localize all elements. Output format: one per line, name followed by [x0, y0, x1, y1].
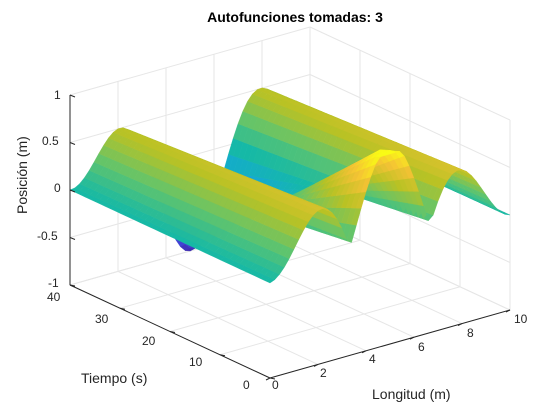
y-axis-label: Tiempo (s) [81, 370, 148, 386]
z-tick-mark [69, 237, 76, 240]
z-tick-mark [69, 284, 76, 288]
gridline-floor-y [169, 263, 411, 332]
z-tick-label-neg0.5: -0.5 [37, 229, 58, 243]
z-tick-mark [69, 189, 76, 193]
gridline-side-z [309, 74, 511, 168]
surface-mesh [69, 87, 511, 284]
x-axis-line [269, 309, 511, 379]
x-tick-label-6: 6 [418, 340, 425, 354]
y-tick-mark [219, 354, 226, 357]
z-tick-mark [69, 142, 76, 145]
gridline-side-z [309, 26, 511, 121]
gridline-floor-y [219, 286, 461, 356]
z-tick-label-1: 1 [54, 88, 61, 102]
z-tick-mark [69, 94, 76, 98]
chart-title: Autofunciones tomadas: 3 [207, 9, 383, 25]
y-tick-mark [119, 307, 126, 310]
gridline-floor-y [119, 239, 361, 309]
y-tick-label-30: 30 [95, 312, 109, 326]
y-tick-mark [169, 331, 176, 333]
y-tick-label-20: 20 [142, 334, 156, 348]
x-tick-label-10: 10 [514, 312, 528, 326]
z-tick-label-0: 0 [54, 181, 61, 195]
y-tick-label-0: 0 [243, 378, 250, 392]
x-tick-label-4: 4 [369, 352, 376, 366]
z-tick-label-neg1: -1 [48, 276, 59, 290]
z-axis-label: Posición (m) [14, 136, 30, 214]
x-tick-mark [361, 350, 367, 354]
y-tick-mark [269, 377, 276, 380]
surface-patch [500, 211, 511, 216]
y-tick-label-10: 10 [189, 355, 203, 369]
y-tick-label-40: 40 [47, 290, 61, 304]
gridline-back-z [69, 26, 311, 96]
x-tick-mark [409, 336, 415, 340]
x-tick-mark [505, 309, 511, 313]
x-tick-mark [313, 363, 319, 367]
x-tick-label-0: 0 [272, 378, 279, 392]
gridline-back-z [69, 74, 311, 143]
x-tick-label-2: 2 [320, 366, 327, 380]
x-tick-mark [265, 377, 271, 381]
x-axis-label: Longitud (m) [372, 386, 451, 402]
z-tick-label-0.5: 0.5 [42, 134, 59, 148]
x-tick-label-8: 8 [467, 326, 474, 340]
x-tick-mark [457, 323, 463, 327]
